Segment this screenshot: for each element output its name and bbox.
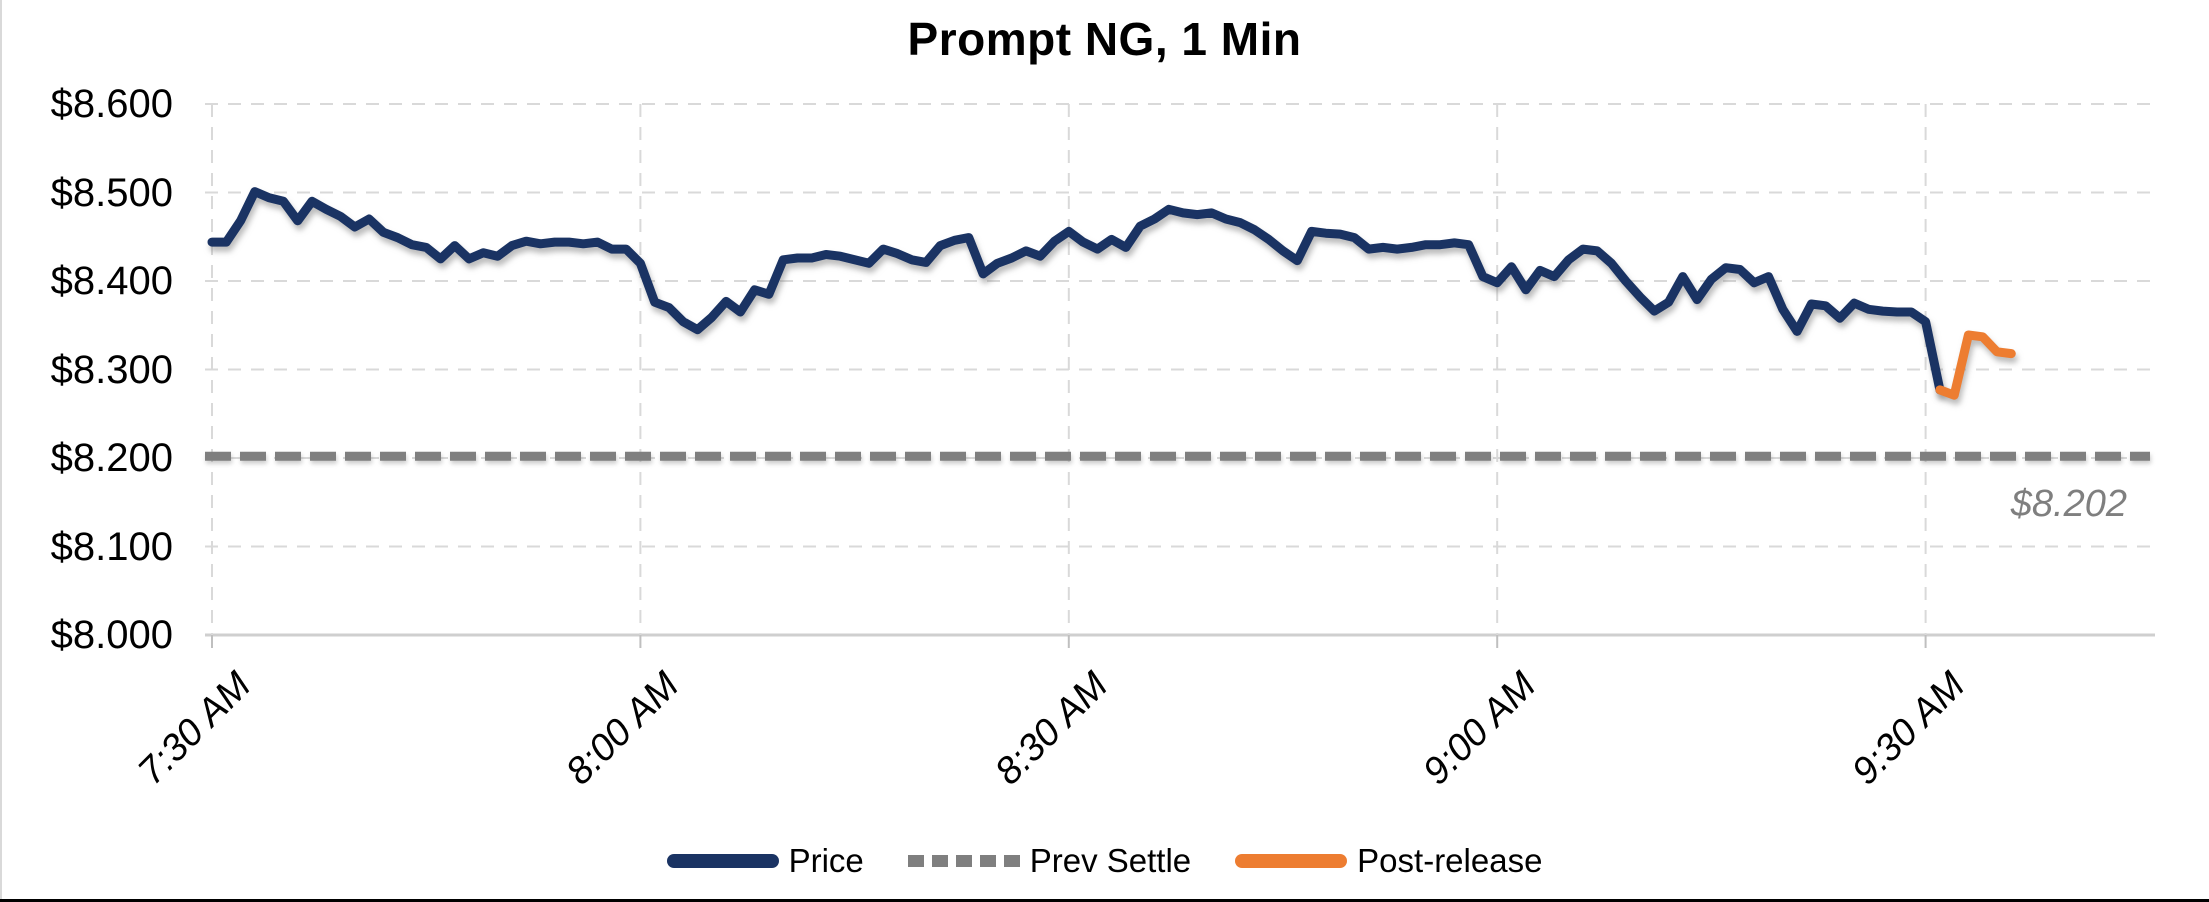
- legend-label: Prev Settle: [1029, 842, 1192, 879]
- chart-title: Prompt NG, 1 Min: [907, 13, 1302, 65]
- legend-swatch: [666, 854, 779, 868]
- bottom-border: [0, 899, 2209, 902]
- y-axis-label: $8.600: [50, 82, 173, 126]
- legend: Price Prev Settle Post-release: [0, 841, 2209, 881]
- y-axis-label: $8.100: [50, 524, 173, 569]
- y-axis-label: $8.400: [50, 259, 173, 303]
- legend-label: Price: [788, 842, 864, 879]
- y-axis-label: $8.300: [50, 347, 173, 392]
- legend-item-post-release: Post-release: [1235, 842, 1542, 880]
- left-border: [0, 0, 2, 902]
- legend-item-prev-settle: Prev Settle: [907, 842, 1192, 880]
- y-axis-label: $8.200: [50, 436, 173, 480]
- prev-settle-annotation: $8.202: [2010, 483, 2127, 525]
- legend-label: Post-release: [1357, 842, 1543, 879]
- legend-item-price: Price: [666, 842, 864, 880]
- y-axis-label: $8.000: [50, 613, 173, 657]
- price-line: [207, 187, 1945, 395]
- y-axis-label: $8.500: [50, 170, 173, 215]
- post-release-line: [1935, 330, 2016, 400]
- legend-swatch: [907, 855, 1020, 867]
- legend-swatch: [1235, 854, 1348, 868]
